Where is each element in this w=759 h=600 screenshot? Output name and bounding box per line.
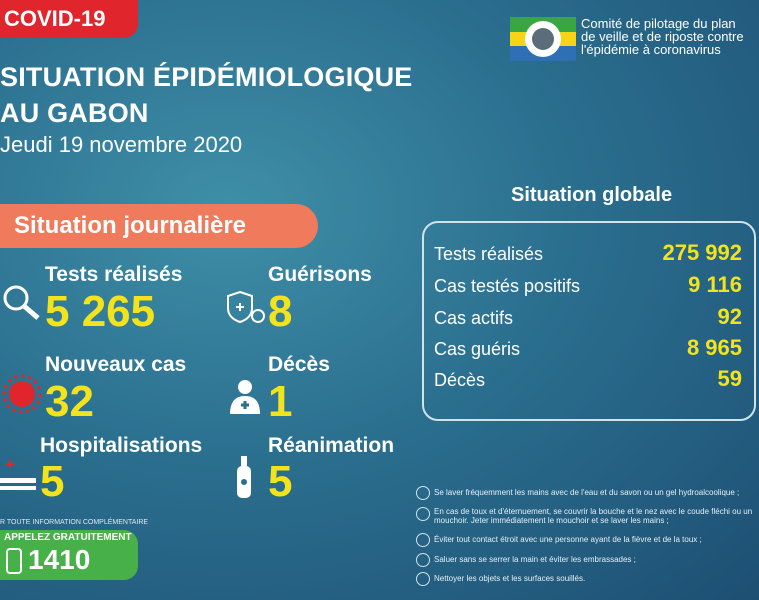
advice: En cas de toux et d'éternuement, se couv… [434,507,753,525]
global-value: 92 [717,304,742,329]
daily-label: Réanimation [268,434,395,457]
daily-value: 32 [45,377,94,426]
advice: Saluer sans se serrer la main et éviter … [434,555,636,564]
call-number: 1410 [28,544,91,575]
global-value: 275 992 [662,240,742,265]
organization: Comité de pilotage du plan de veille et … [581,17,759,56]
daily-label: Guérisons [268,263,372,286]
advice-icon [416,553,430,567]
oxygen-icon [237,456,251,498]
virus-icon [2,374,42,414]
advice: Se laver fréquemment les mains avec de l… [434,488,740,497]
search-icon [3,285,40,320]
date: Jeudi 19 novembre 2020 [0,132,243,157]
call-box [0,530,138,580]
advice-icon [416,486,430,500]
daily-label: Tests réalisés [45,263,183,286]
person-icon [230,380,260,414]
global-value: 59 [717,366,742,391]
daily-title: Situation journalière [0,204,318,248]
daily-value: 1 [268,377,293,426]
daily-label: Décès [268,353,330,376]
daily-value: 5 [40,457,65,506]
org-line: l'épidémie à coronavirus [581,42,721,57]
bed-icon [0,460,36,490]
global-label: Cas actifs [434,308,514,328]
daily-label: Nouveaux cas [45,353,187,376]
global-box [422,221,756,421]
badge: COVID-19 [0,0,138,38]
global-value: 8 965 [686,335,742,360]
global-label: Cas testés positifs [434,276,581,296]
global-row: Cas actifs 92 [434,304,742,332]
org-line: de veille et de riposte contre [581,29,744,44]
advice-icon [416,507,430,521]
global-row: Cas guéris 8 965 [434,335,742,363]
title: SITUATION ÉPIDÉMIOLOGIQUE [0,62,413,92]
advice-icon [416,572,430,586]
global-row: Tests réalisés 275 992 [434,240,742,268]
org-line: Comité de pilotage du plan [581,16,736,31]
daily-value: 5 [268,457,293,506]
global-label: Cas guéris [434,339,521,359]
global-label: Décès [434,370,486,390]
daily-value: 5 265 [45,287,156,336]
global-row: Décès 59 [434,366,742,394]
advice: Nettoyer les objets et les surfaces soui… [434,574,586,583]
global-value: 9 116 [688,272,742,297]
global-label: Tests réalisés [434,244,544,264]
footer-info: R TOUTE INFORMATION COMPLÉMENTAIRE [0,519,149,526]
healing-icon [227,290,265,324]
logo [510,17,576,61]
title: AU GABON [0,98,149,128]
global-title: Situation globale [511,184,673,206]
daily-value: 8 [268,287,293,336]
daily-label: Hospitalisations [40,434,203,457]
phone-icon [6,548,22,574]
call-text: APPELEZ GRATUITEMENT [4,532,132,543]
global-row: Cas testés positifs 9 116 [434,272,742,300]
advice-icon [416,533,430,547]
advice: Éviter tout contact étroit avec une pers… [434,535,702,544]
